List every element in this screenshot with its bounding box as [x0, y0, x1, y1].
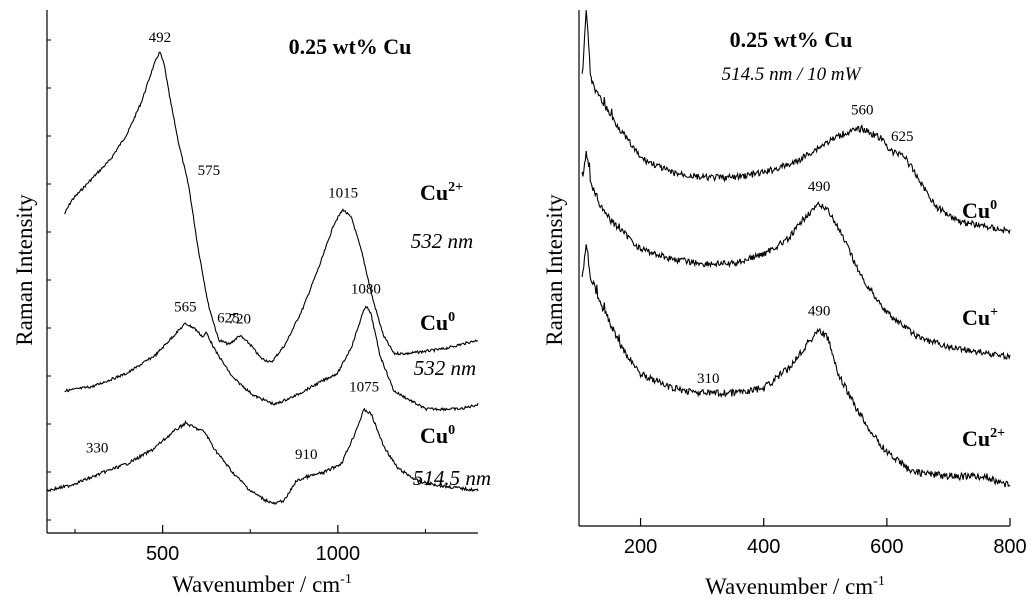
- right-series-group: [581, 10, 1011, 488]
- left-series-label-group: Cu2+ 532 nm Cu0 532 nm Cu0 514.5 nm: [411, 180, 491, 490]
- left-y-axis-label: Raman Intensity: [12, 194, 37, 346]
- right-x-axis-label: Wavenumber / cm-1: [705, 574, 885, 599]
- left-series-group: [46, 51, 479, 506]
- excitation-label: 532 nm: [411, 229, 473, 253]
- series-label-+: Cu+: [962, 305, 998, 330]
- peak-annotation-330: 330: [86, 441, 109, 457]
- series-line-left-2: [46, 407, 479, 506]
- peak-annotation-625: 625: [217, 311, 240, 327]
- series-label-2+: Cu2+: [420, 180, 463, 205]
- series-line-left-0: [64, 51, 479, 363]
- peak-annotation-575: 575: [198, 163, 221, 179]
- right-tick-group: 200 400 600 800: [624, 518, 1027, 558]
- excitation-label: 514.5 nm: [413, 466, 491, 490]
- right-series-label-group: Cu0 Cu+ Cu2+: [962, 198, 1005, 451]
- series-line-right-1: [581, 150, 1011, 361]
- peak-annotation-1080: 1080: [351, 282, 381, 298]
- x-tick-label-1000: 1000: [316, 543, 361, 565]
- peak-annotation-560: 560: [851, 103, 874, 119]
- left-x-axis-label: Wavenumber / cm-1: [172, 572, 352, 597]
- peak-annotation-565: 565: [174, 300, 197, 316]
- peak-annotation-910: 910: [295, 447, 318, 463]
- peak-annotation-490: 490: [808, 303, 831, 319]
- left-chart-title: 0.25 wt% Cu: [289, 34, 412, 59]
- peak-annotation-490: 490: [808, 179, 831, 195]
- peak-annotation-720: 720: [228, 312, 251, 328]
- x-tick-label-400: 400: [747, 536, 780, 558]
- x-tick-label-600: 600: [870, 536, 903, 558]
- excitation-label: 532 nm: [414, 356, 476, 380]
- left-annotation-group: 492 575 720 1015 565 625 1080 330 910 1075: [86, 30, 381, 463]
- series-line-left-1: [64, 305, 479, 412]
- peak-annotation-625: 625: [891, 129, 914, 145]
- peak-annotation-1015: 1015: [328, 186, 358, 202]
- peak-annotation-492: 492: [149, 30, 172, 46]
- right-y-axis-label: Raman Intensity: [542, 194, 567, 346]
- peak-annotation-310: 310: [697, 371, 720, 387]
- right-chart-title: 0.25 wt% Cu: [730, 27, 853, 52]
- series-line-right-2: [581, 244, 1011, 488]
- series-label-2+: Cu2+: [962, 426, 1005, 451]
- right-chart-subtitle: 514.5 nm / 10 mW: [722, 64, 863, 85]
- x-tick-label-200: 200: [624, 536, 657, 558]
- series-label-0: Cu0: [962, 198, 997, 223]
- peak-annotation-1075: 1075: [349, 380, 379, 396]
- right-annotation-group: 560 625 490 310 490: [697, 103, 913, 388]
- left-chart: 500 1000 492 575 720 1015 565 625 1080 330 910 107…: [12, 10, 491, 597]
- series-line-right-0: [581, 10, 1011, 235]
- x-tick-label-800: 800: [993, 536, 1026, 558]
- series-label-0: Cu0: [420, 310, 455, 335]
- series-label-0: Cu0: [420, 423, 455, 448]
- left-tick-group: 500 1000: [47, 39, 426, 565]
- x-tick-label-500: 500: [146, 543, 179, 565]
